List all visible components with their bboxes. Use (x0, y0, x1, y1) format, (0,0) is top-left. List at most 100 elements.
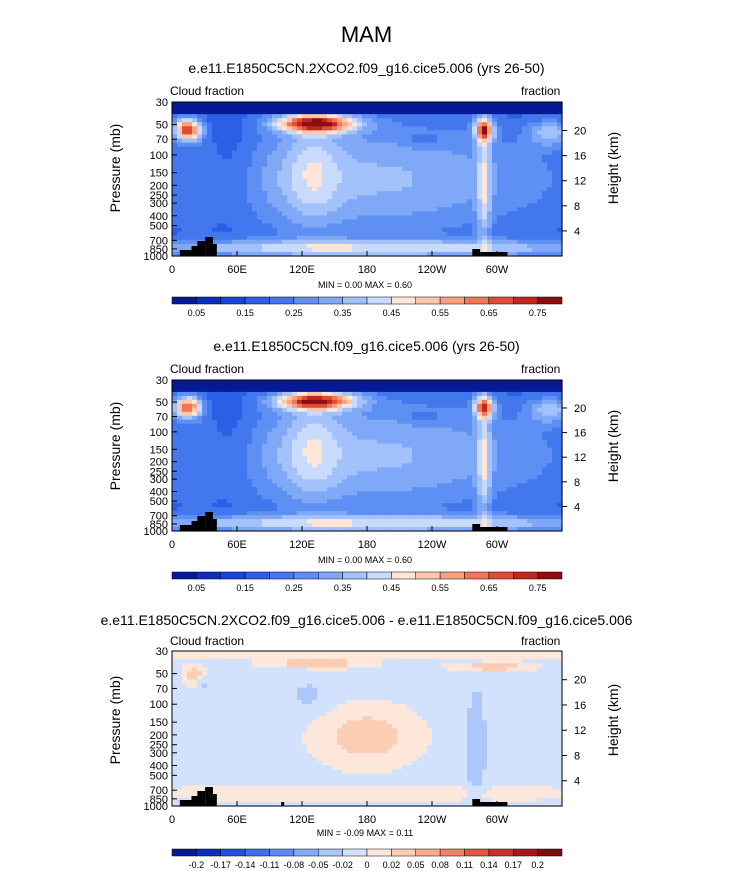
field-cell (327, 126, 333, 131)
field-cell (417, 439, 423, 445)
field-cell (537, 471, 543, 476)
field-cell (477, 162, 483, 168)
field-cell (437, 211, 443, 217)
field-cell (427, 411, 433, 417)
field-cell (247, 118, 253, 123)
field-cell (472, 179, 478, 184)
field-cell (402, 126, 408, 131)
field-cell (182, 451, 188, 457)
field-cell (207, 170, 213, 176)
field-cell (312, 475, 318, 480)
field-cell (232, 399, 238, 405)
field-cell (492, 383, 498, 389)
field-cell (272, 235, 278, 241)
field-cell (487, 403, 493, 409)
field-cell (452, 187, 458, 192)
field-cell (242, 247, 248, 253)
field-cell (457, 195, 463, 200)
field-cell (207, 122, 213, 127)
field-cell (507, 102, 513, 107)
field-cell (427, 195, 433, 200)
field-cell (347, 130, 353, 136)
field-cell (292, 227, 298, 233)
field-cell (232, 455, 238, 461)
field-cell (272, 243, 278, 249)
field-cell (357, 223, 363, 229)
field-cell (267, 415, 273, 421)
field-cell (192, 223, 198, 229)
field-cell (297, 467, 303, 472)
field-cell (282, 231, 288, 237)
field-cell (492, 415, 498, 421)
field-cell (227, 183, 233, 188)
field-cell (537, 134, 543, 140)
field-cell (387, 251, 393, 257)
field-cell (327, 235, 333, 241)
field-cell (172, 251, 178, 257)
field-cell (242, 126, 248, 131)
field-cell (372, 183, 378, 188)
field-cell (487, 191, 493, 196)
field-cell (362, 455, 368, 461)
field-cell (232, 162, 238, 168)
field-cell (432, 475, 438, 480)
field-cell (437, 380, 443, 385)
field-cell (292, 150, 298, 156)
field-cell (242, 179, 248, 184)
field-cell (292, 395, 298, 401)
field-cell (497, 419, 503, 425)
field-cell (207, 118, 213, 123)
field-cell (412, 227, 418, 233)
field-cell (517, 387, 523, 393)
field-cell (502, 106, 508, 111)
field-cell (552, 235, 558, 241)
field-cell (357, 203, 363, 208)
field-cell (192, 411, 198, 417)
field-cell (262, 447, 268, 453)
field-cell (287, 162, 293, 168)
field-cell (502, 459, 508, 465)
field-cell (477, 459, 483, 465)
field-cell (382, 110, 388, 115)
field-cell (527, 154, 533, 160)
field-cell (392, 459, 398, 465)
field-cell (432, 411, 438, 417)
field-cell (267, 471, 273, 476)
field-cell (452, 162, 458, 168)
field-cell (532, 223, 538, 229)
field-cell (337, 415, 343, 421)
field-cell (247, 475, 253, 480)
field-cell (207, 443, 213, 449)
field-cell (467, 455, 473, 461)
field-cell (422, 463, 428, 469)
field-cell (292, 146, 298, 152)
field-cell (407, 435, 413, 441)
field-cell (272, 166, 278, 172)
field-cell (417, 251, 423, 257)
field-cell (542, 126, 548, 131)
field-cell (387, 431, 393, 437)
field-cell (547, 407, 553, 413)
field-cell (172, 146, 178, 152)
field-cell (397, 395, 403, 401)
field-cell (352, 146, 358, 152)
field-cell (427, 407, 433, 413)
field-cell (417, 106, 423, 111)
field-cell (527, 423, 533, 429)
field-cell (467, 475, 473, 480)
field-cell (417, 166, 423, 172)
field-cell (557, 415, 563, 421)
field-cell (497, 399, 503, 405)
field-cell (537, 467, 543, 472)
field-cell (377, 223, 383, 229)
field-cell (522, 183, 528, 188)
field-cell (287, 146, 293, 152)
field-cell (382, 162, 388, 168)
field-cell (552, 215, 558, 221)
field-cell (222, 195, 228, 200)
field-cell (477, 130, 483, 136)
field-cell (497, 110, 503, 115)
field-cell (312, 243, 318, 249)
field-cell (277, 134, 283, 140)
field-cell (237, 191, 243, 196)
